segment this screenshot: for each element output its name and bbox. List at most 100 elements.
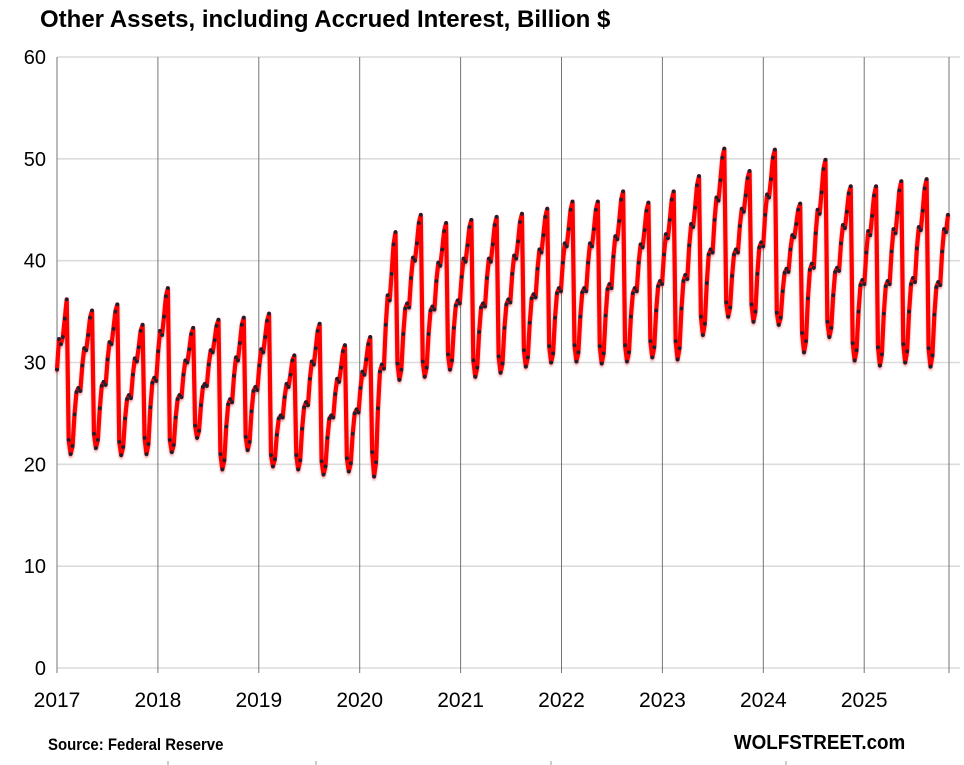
data-point-marker bbox=[418, 212, 423, 217]
data-point-marker bbox=[914, 246, 919, 251]
data-point-marker bbox=[290, 358, 295, 363]
data-point-marker bbox=[745, 176, 750, 181]
data-point-marker bbox=[146, 442, 151, 446]
data-point-marker bbox=[121, 445, 126, 449]
data-point-marker bbox=[823, 157, 828, 162]
data-point-marker bbox=[57, 337, 61, 341]
data-point-marker bbox=[712, 218, 717, 222]
data-point-marker bbox=[405, 301, 410, 306]
data-point-marker bbox=[72, 412, 77, 417]
data-point-marker bbox=[296, 467, 301, 472]
data-point-marker bbox=[514, 256, 519, 261]
data-point-marker bbox=[557, 286, 561, 291]
data-point-marker bbox=[387, 298, 392, 303]
data-point-marker bbox=[708, 247, 713, 252]
data-point-marker bbox=[294, 453, 299, 458]
data-point-marker bbox=[218, 452, 223, 457]
data-point-marker bbox=[788, 247, 793, 252]
data-point-marker bbox=[70, 444, 75, 448]
y-axis-tick-label: 30 bbox=[24, 353, 46, 375]
data-point-marker bbox=[103, 383, 108, 387]
data-point-marker bbox=[292, 353, 297, 358]
data-point-marker bbox=[325, 435, 330, 440]
data-point-marker bbox=[422, 374, 427, 379]
data-point-marker bbox=[360, 369, 365, 374]
data-point-marker bbox=[321, 472, 326, 477]
data-point-marker bbox=[632, 286, 637, 291]
data-point-marker bbox=[732, 252, 736, 257]
data-point-marker bbox=[220, 467, 225, 472]
data-point-marker bbox=[234, 355, 238, 360]
data-point-marker bbox=[457, 301, 462, 306]
data-point-marker bbox=[80, 363, 85, 368]
data-point-marker bbox=[584, 289, 589, 294]
data-point-marker bbox=[722, 146, 727, 151]
data-point-marker bbox=[496, 354, 501, 359]
data-point-marker bbox=[440, 247, 445, 252]
data-point-marker bbox=[658, 279, 662, 283]
data-point-marker bbox=[140, 322, 145, 327]
data-point-marker bbox=[681, 279, 686, 283]
data-point-marker bbox=[304, 400, 308, 405]
data-point-marker bbox=[247, 440, 252, 444]
data-point-marker bbox=[621, 189, 626, 194]
data-point-marker bbox=[590, 244, 594, 249]
x-axis-tick-label: 2018 bbox=[135, 689, 182, 712]
data-point-marker bbox=[858, 283, 863, 288]
data-point-marker bbox=[741, 209, 746, 214]
data-point-marker bbox=[249, 409, 254, 414]
data-point-marker bbox=[354, 407, 359, 412]
data-point-marker bbox=[798, 201, 803, 206]
data-point-marker bbox=[558, 289, 563, 294]
data-point-marker bbox=[627, 350, 631, 355]
data-point-marker bbox=[385, 293, 390, 298]
data-point-marker bbox=[477, 330, 482, 334]
data-point-marker bbox=[693, 205, 697, 210]
data-point-marker bbox=[230, 400, 234, 405]
data-point-marker bbox=[809, 261, 814, 266]
data-point-marker bbox=[300, 426, 305, 431]
data-point-marker bbox=[251, 389, 256, 393]
data-point-marker bbox=[835, 265, 840, 270]
data-point-marker bbox=[739, 206, 744, 211]
data-point-marker bbox=[720, 155, 725, 160]
data-point-marker bbox=[115, 302, 120, 307]
data-point-marker bbox=[730, 274, 734, 278]
data-point-marker bbox=[759, 240, 764, 245]
data-point-marker bbox=[416, 221, 421, 225]
data-point-marker bbox=[259, 347, 264, 352]
data-point-marker bbox=[547, 344, 552, 349]
data-point-marker bbox=[181, 372, 186, 377]
data-point-marker bbox=[669, 197, 674, 202]
data-point-marker bbox=[560, 260, 565, 265]
data-point-marker bbox=[467, 225, 472, 229]
data-point-marker bbox=[411, 255, 415, 260]
data-point-marker bbox=[438, 263, 443, 268]
data-point-marker bbox=[543, 214, 548, 219]
data-point-marker bbox=[883, 284, 888, 289]
data-point-marker bbox=[936, 280, 941, 284]
data-point-marker bbox=[549, 360, 554, 365]
data-point-marker bbox=[451, 325, 456, 330]
data-point-marker bbox=[261, 350, 266, 355]
data-point-marker bbox=[942, 227, 947, 232]
data-point-marker bbox=[95, 437, 100, 442]
data-point-marker bbox=[424, 365, 429, 370]
data-point-marker bbox=[335, 376, 340, 381]
data-point-marker bbox=[189, 332, 194, 336]
data-point-marker bbox=[718, 178, 723, 183]
data-point-marker bbox=[702, 321, 707, 326]
data-point-marker bbox=[839, 241, 843, 246]
y-axis-tick-label: 60 bbox=[24, 47, 46, 69]
data-point-marker bbox=[506, 297, 511, 302]
x-axis-tick-label: 2025 bbox=[841, 689, 888, 712]
data-point-marker bbox=[753, 309, 758, 314]
data-point-marker bbox=[704, 281, 709, 285]
data-point-marker bbox=[636, 260, 641, 265]
data-point-marker bbox=[794, 222, 799, 226]
data-point-marker bbox=[156, 349, 161, 354]
data-point-marker bbox=[253, 385, 258, 389]
data-point-marker bbox=[603, 313, 608, 318]
data-point-marker bbox=[448, 367, 452, 372]
data-point-marker bbox=[887, 282, 892, 286]
